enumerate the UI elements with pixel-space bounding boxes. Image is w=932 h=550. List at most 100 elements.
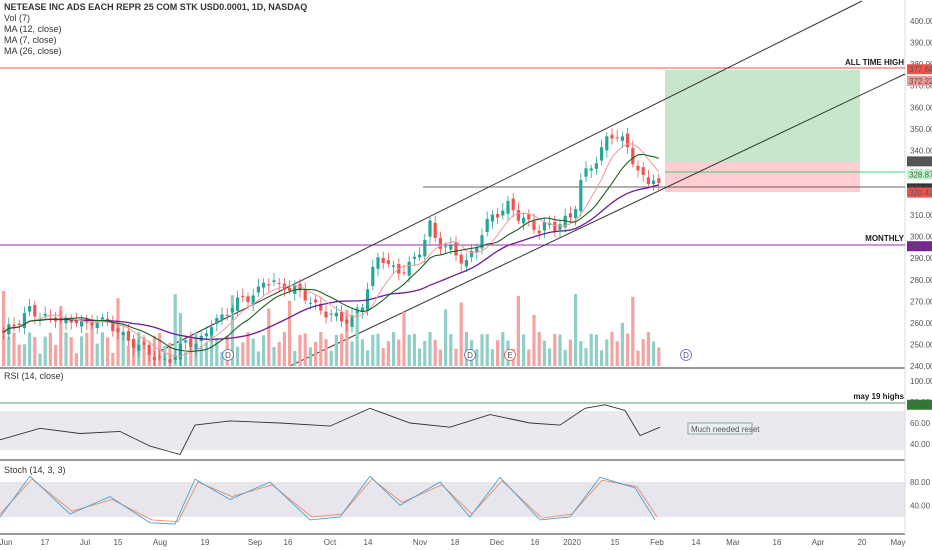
candle-body[interactable] [454,242,458,256]
candle-body[interactable] [251,295,255,305]
price-badge[interactable] [907,169,932,180]
candle-body[interactable] [163,358,167,360]
candle-body[interactable] [220,314,224,321]
candle-body[interactable] [345,319,349,324]
candle-body[interactable] [574,209,578,218]
candle-body[interactable] [423,239,427,257]
indicator-ma26[interactable]: MA (26, close) [4,46,62,56]
candle-body[interactable] [350,315,354,328]
candle-body[interactable] [490,214,494,222]
event-marker-icon[interactable] [222,349,234,361]
candle-body[interactable] [7,324,11,335]
candle-body[interactable] [33,305,37,317]
stoch-axis[interactable]: 80.00 40.00 [910,478,931,510]
candle-body[interactable] [314,299,318,303]
candle-body[interactable] [402,272,406,274]
candle-body[interactable] [501,210,505,216]
candle-body[interactable] [381,257,385,264]
candle-body[interactable] [256,286,260,293]
candle-body[interactable] [589,168,593,171]
candle-body[interactable] [496,214,500,218]
candle-body[interactable] [605,136,609,151]
candle-body[interactable] [308,302,312,304]
candle-body[interactable] [194,343,198,350]
candle-body[interactable] [189,339,193,347]
candle-body[interactable] [631,148,635,165]
candle-body[interactable] [137,344,141,352]
candle-body[interactable] [95,322,99,329]
candle-body[interactable] [80,321,84,327]
candle-body[interactable] [272,280,276,282]
candle-body[interactable] [438,237,442,249]
candle-body[interactable] [230,307,234,313]
candle-body[interactable] [371,266,375,286]
candle-body[interactable] [246,296,250,303]
candle-body[interactable] [12,324,16,327]
candle-body[interactable] [537,230,541,234]
candle-body[interactable] [85,319,89,323]
event-marker-icon[interactable] [464,349,476,361]
time-axis[interactable]: Jun 17 Jul 15 Aug 19 Sep 16 Oct 14 Nov 18 Dec 16 2020 1… [0,538,906,547]
candle-body[interactable] [168,359,172,363]
candle-body[interactable] [22,313,26,329]
candle-body[interactable] [38,318,42,320]
candle-body[interactable] [267,284,271,286]
price-badge[interactable] [907,241,932,252]
candle-body[interactable] [553,221,557,232]
candle-body[interactable] [594,163,598,169]
candle-body[interactable] [303,290,307,301]
candle-body[interactable] [392,265,396,267]
candle-body[interactable] [319,303,323,311]
candle-body[interactable] [178,343,182,360]
candle-body[interactable] [459,254,463,264]
candle-body[interactable] [329,313,333,315]
event-marker-icon[interactable] [680,349,692,361]
candle-body[interactable] [641,167,645,175]
candle-body[interactable] [464,260,468,267]
indicator-vol[interactable]: Vol (7) [4,13,30,23]
candle-body[interactable] [158,356,162,358]
candle-body[interactable] [152,357,156,360]
candle-body[interactable] [74,320,78,324]
candle-body[interactable] [563,215,567,228]
candle-body[interactable] [584,168,588,177]
candle-body[interactable] [360,307,364,312]
candle-body[interactable] [506,200,510,214]
candle-body[interactable] [626,133,630,148]
candle-body[interactable] [69,319,73,323]
stoch-title[interactable]: Stoch (14, 3, 3) [4,465,66,475]
indicator-ma12[interactable]: MA (12, close) [4,24,62,34]
candle-body[interactable] [334,312,338,317]
candle-body[interactable] [43,313,47,316]
candle-body[interactable] [147,344,151,355]
candle-body[interactable] [568,213,572,218]
candle-body[interactable] [444,246,448,248]
event-marker-icon[interactable] [504,349,516,361]
candle-body[interactable] [449,244,453,250]
candle-body[interactable] [542,222,546,231]
rsi-badge[interactable] [907,399,932,410]
candle-body[interactable] [288,287,292,291]
candle-body[interactable] [485,218,489,233]
candle-body[interactable] [277,282,281,284]
candle-body[interactable] [262,282,266,288]
candle-body[interactable] [646,177,650,185]
channel-lower-line[interactable] [289,73,906,367]
candle-body[interactable] [204,333,208,337]
reset-callout-box[interactable] [687,422,753,435]
candle-body[interactable] [355,311,359,313]
candle-body[interactable] [142,342,146,345]
rsi-title[interactable]: RSI (14, close) [4,371,64,381]
channel-upper-line[interactable] [157,0,863,353]
candle-body[interactable] [652,180,656,184]
candle-body[interactable] [2,330,6,333]
candle-body[interactable] [90,322,94,326]
candle-body[interactable] [121,331,125,336]
candle-body[interactable] [480,235,484,249]
candle-body[interactable] [376,257,380,269]
candle-body[interactable] [116,328,120,333]
candle-body[interactable] [173,356,177,360]
candle-body[interactable] [28,306,32,312]
